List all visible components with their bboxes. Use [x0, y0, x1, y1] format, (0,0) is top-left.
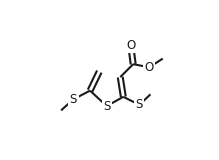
Text: S: S [70, 93, 77, 106]
Text: S: S [136, 98, 143, 111]
Text: O: O [145, 61, 154, 74]
Text: S: S [103, 100, 110, 113]
Text: O: O [126, 39, 135, 52]
